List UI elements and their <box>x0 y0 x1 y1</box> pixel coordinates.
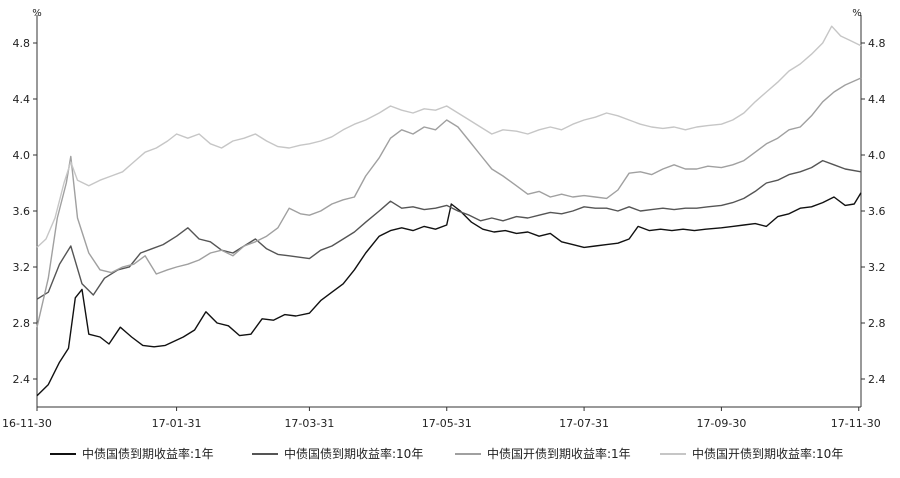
x-tick-label: 17-05-31 <box>422 417 472 430</box>
y-tick-label-right: 2.8 <box>868 317 886 330</box>
left-unit-label: % <box>32 8 42 19</box>
y-tick-label-right: 3.6 <box>868 205 886 218</box>
x-tick-label: 16-11-30 <box>2 417 52 430</box>
legend-label-2: 中债国债到期收益率:10年 <box>284 446 423 461</box>
y-tick-label-left: 2.4 <box>13 373 31 386</box>
y-tick-label-left: 3.6 <box>13 205 31 218</box>
legend-label-3: 中债国开债到期收益率:1年 <box>487 446 631 461</box>
series-line-2 <box>36 159 862 300</box>
legend: 中债国债到期收益率:1年 中债国债到期收益率:10年 中债国开债到期收益率:1年 中债… <box>50 446 843 461</box>
series-line-3 <box>36 77 862 328</box>
y-tick-label-right: 3.2 <box>868 261 886 274</box>
y-tick-label-left: 4.4 <box>13 93 31 106</box>
x-tick-label: 17-11-30 <box>831 417 881 430</box>
series-line-1 <box>36 192 862 397</box>
y-tick-label-right: 4.4 <box>868 93 886 106</box>
series-line-4 <box>36 25 862 248</box>
axes: % % 2.4 2.4 2.8 2.8 3.2 3.2 3.6 3.6 4.0 4.0 4.4 4.4 4.… <box>2 8 886 430</box>
x-tick-label: 17-09-30 <box>696 417 746 430</box>
legend-label-4: 中债国开债到期收益率:10年 <box>692 446 843 461</box>
x-tick-label: 17-07-31 <box>559 417 609 430</box>
legend-label-1: 中债国债到期收益率:1年 <box>82 446 214 461</box>
y-tick-label-left: 4.8 <box>13 37 31 50</box>
y-tick-label-right: 2.4 <box>868 373 886 386</box>
x-tick-label: 17-01-31 <box>152 417 202 430</box>
series-lines <box>36 25 862 397</box>
right-unit-label: % <box>852 8 862 19</box>
x-tick-label: 17-03-31 <box>284 417 334 430</box>
y-tick-label-left: 4.0 <box>13 149 31 162</box>
y-tick-label-right: 4.8 <box>868 37 886 50</box>
y-tick-label-left: 2.8 <box>13 317 31 330</box>
y-tick-label-left: 3.2 <box>13 261 31 274</box>
y-tick-label-right: 4.0 <box>868 149 886 162</box>
